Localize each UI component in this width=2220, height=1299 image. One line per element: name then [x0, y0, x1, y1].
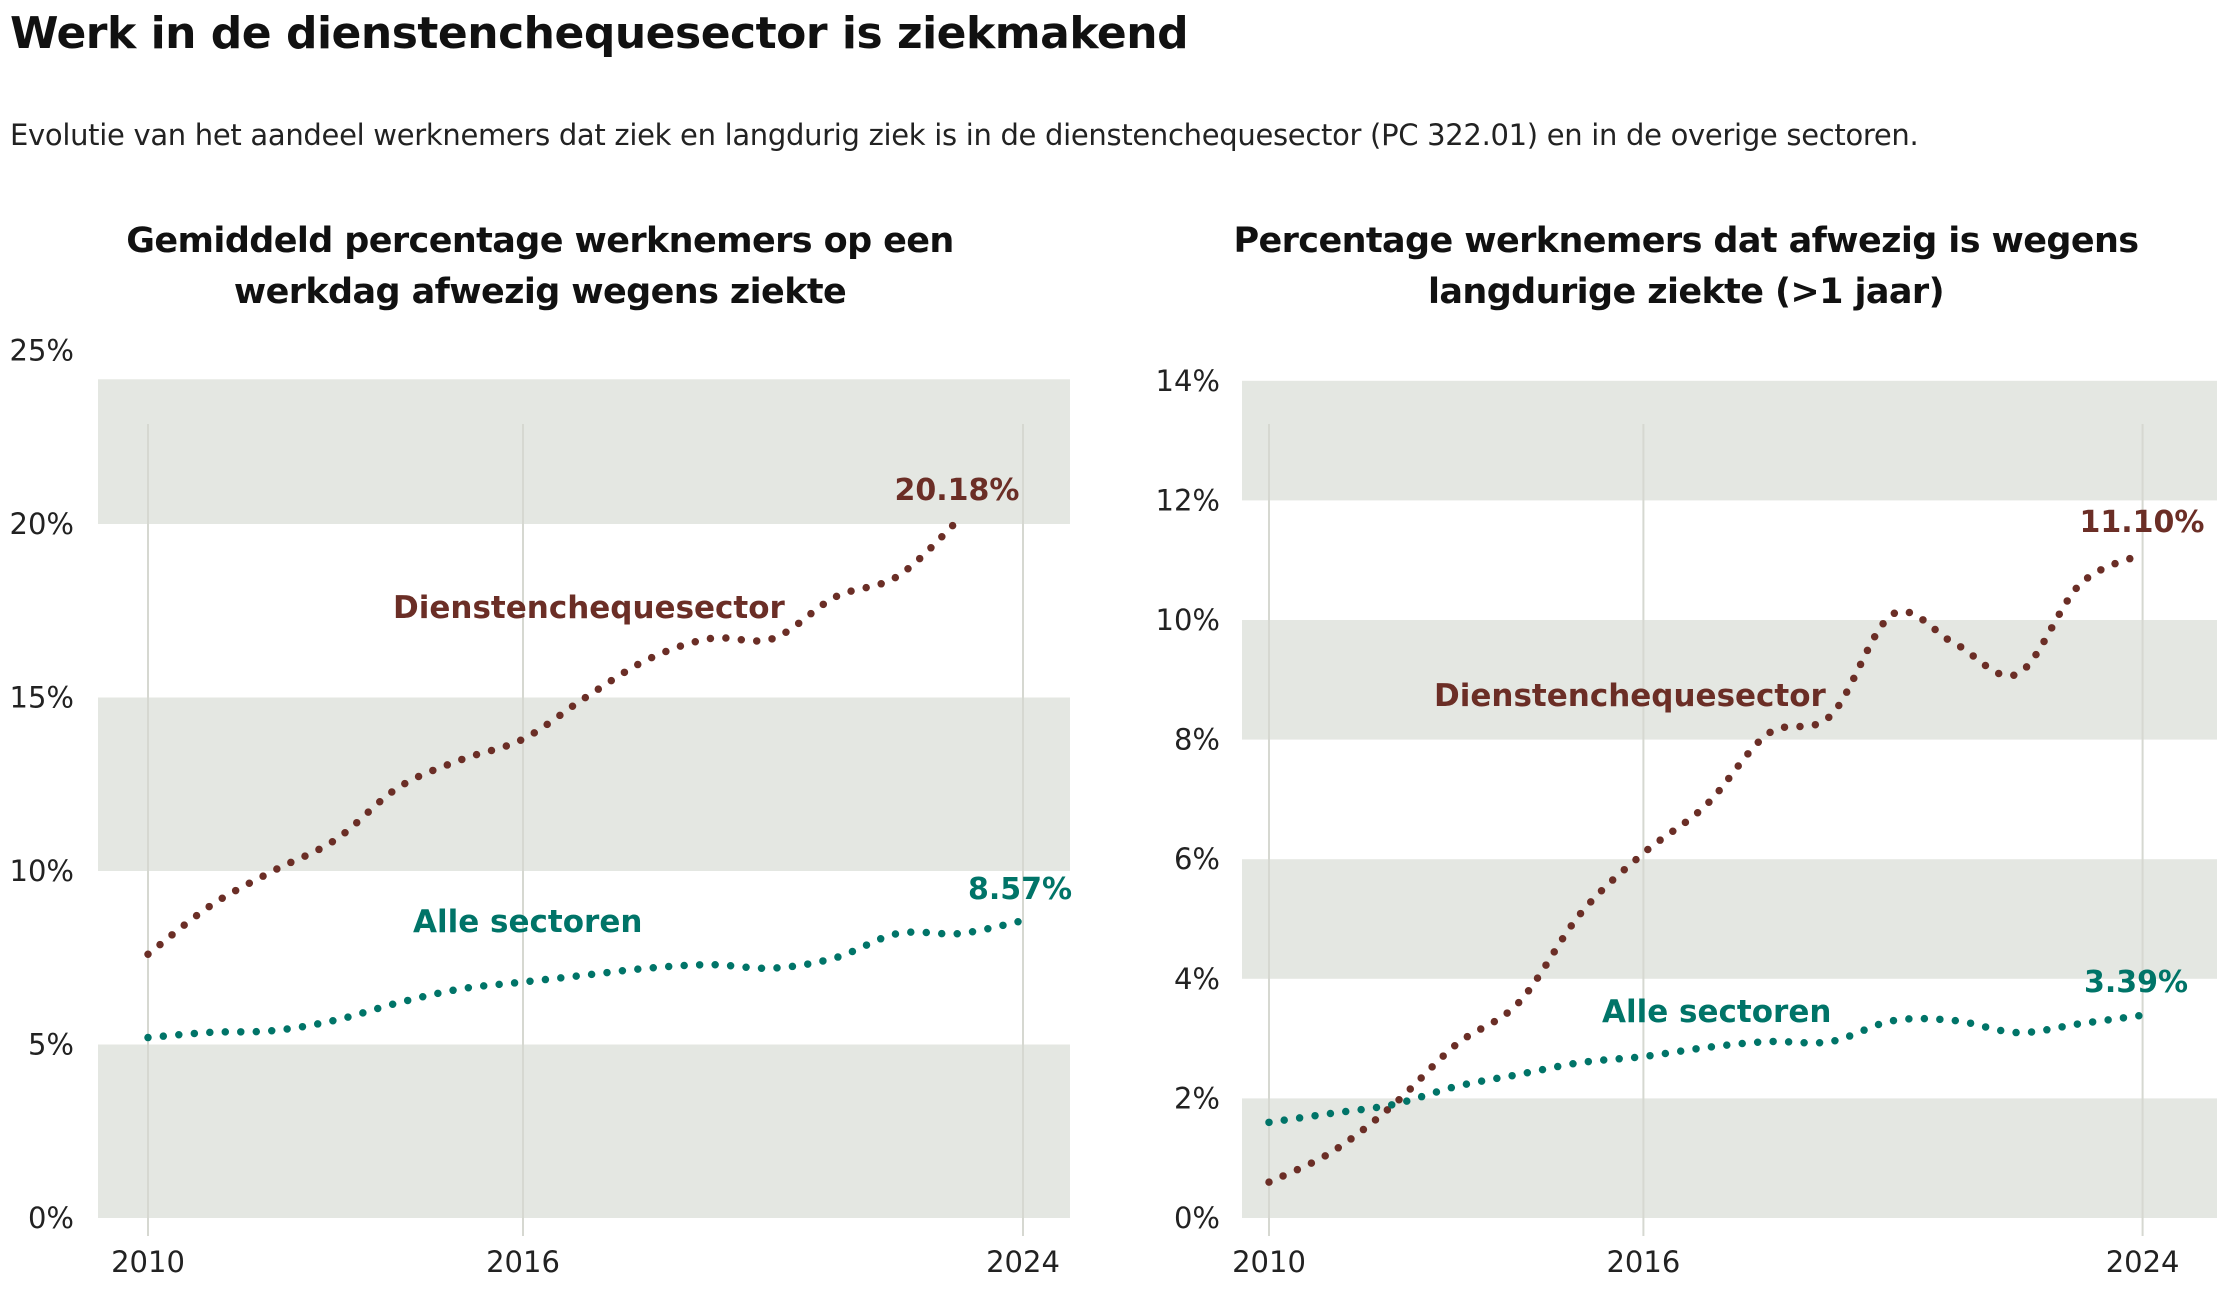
chart-title-line-1: Gemiddeld percentage werknemers op een: [126, 221, 953, 261]
chart-title-line-2: werkdag afwezig wegens ziekte: [234, 272, 846, 312]
background-band: [1242, 859, 2217, 979]
background-band: [1242, 620, 2217, 740]
y-tick-label: 5%: [28, 1028, 74, 1062]
page-title: Werk in de dienstenchequesector is ziekm…: [10, 8, 1189, 59]
chart-sick-absence: Gemiddeld percentage werknemers op een w…: [10, 221, 1073, 1279]
y-tick-label: 4%: [1174, 962, 1220, 996]
series-line-dienstenchequesector: [1265, 550, 2147, 1186]
y-tick-label: 2%: [1174, 1081, 1220, 1115]
y-tick-label: 14%: [1156, 364, 1220, 398]
page-subtitle: Evolutie van het aandeel werknemers dat …: [10, 118, 1919, 152]
y-tick-label: 0%: [1174, 1201, 1220, 1235]
series-label-dienstenchequesector: Dienstenchequesector: [1434, 678, 1827, 714]
end-value-dienstenchequesector: 20.18%: [895, 473, 1020, 508]
background-band: [98, 379, 1070, 524]
series-line-dienstenchequesector: [144, 514, 965, 959]
vertical-gridlines: [1268, 424, 2144, 1236]
chart-title-line-2: langdurige ziekte (>1 jaar): [1428, 272, 1944, 312]
background-bands: [1242, 380, 2217, 1218]
y-axis-ticks: 0% 5% 10% 15% 20% 25%: [10, 334, 74, 1236]
series-label-dienstenchequesector: Dienstenchequesector: [393, 590, 786, 626]
x-tick-label: 2024: [2106, 1245, 2180, 1279]
x-tick-label: 2010: [1232, 1245, 1306, 1279]
series-line-alle-sectoren: [1265, 1011, 2147, 1127]
x-axis-ticks: 2010 2016 2024: [111, 1245, 1060, 1279]
x-tick-label: 2016: [1606, 1245, 1680, 1279]
x-tick-label: 2010: [111, 1245, 185, 1279]
chart-title-line-1: Percentage werknemers dat afwezig is weg…: [1233, 221, 2138, 261]
y-tick-label: 25%: [10, 334, 74, 368]
y-tick-label: 10%: [10, 854, 74, 888]
y-tick-label: 6%: [1174, 842, 1220, 876]
x-axis-ticks: 2010 2016 2024: [1232, 1245, 2179, 1279]
chart-long-term-sickness: Percentage werknemers dat afwezig is weg…: [1156, 221, 2217, 1279]
y-tick-label: 10%: [1156, 603, 1220, 637]
background-band: [1242, 1098, 2217, 1218]
end-value-dienstenchequesector: 11.10%: [2080, 505, 2205, 540]
background-band: [98, 697, 1070, 871]
background-bands: [98, 379, 1070, 1218]
y-tick-label: 20%: [10, 507, 74, 541]
series-group: [144, 514, 1027, 1042]
series-label-alle-sectoren: Alle sectoren: [1602, 994, 1831, 1030]
y-tick-label: 0%: [28, 1201, 74, 1235]
x-tick-label: 2016: [486, 1245, 560, 1279]
background-band: [1242, 380, 2217, 501]
y-tick-label: 12%: [1156, 483, 1220, 517]
x-tick-label: 2024: [986, 1245, 1060, 1279]
end-value-alle-sectoren: 3.39%: [2084, 965, 2188, 1000]
end-value-alle-sectoren: 8.57%: [968, 872, 1072, 907]
y-tick-label: 15%: [10, 681, 74, 715]
y-tick-label: 8%: [1174, 723, 1220, 757]
series-line-alle-sectoren: [144, 916, 1027, 1042]
series-label-alle-sectoren: Alle sectoren: [413, 904, 642, 940]
series-group: [1265, 550, 2147, 1186]
vertical-gridlines: [147, 424, 1024, 1236]
background-band: [98, 1044, 1070, 1218]
y-axis-ticks: 0% 2% 4% 6% 8% 10% 12% 14%: [1156, 364, 1220, 1235]
